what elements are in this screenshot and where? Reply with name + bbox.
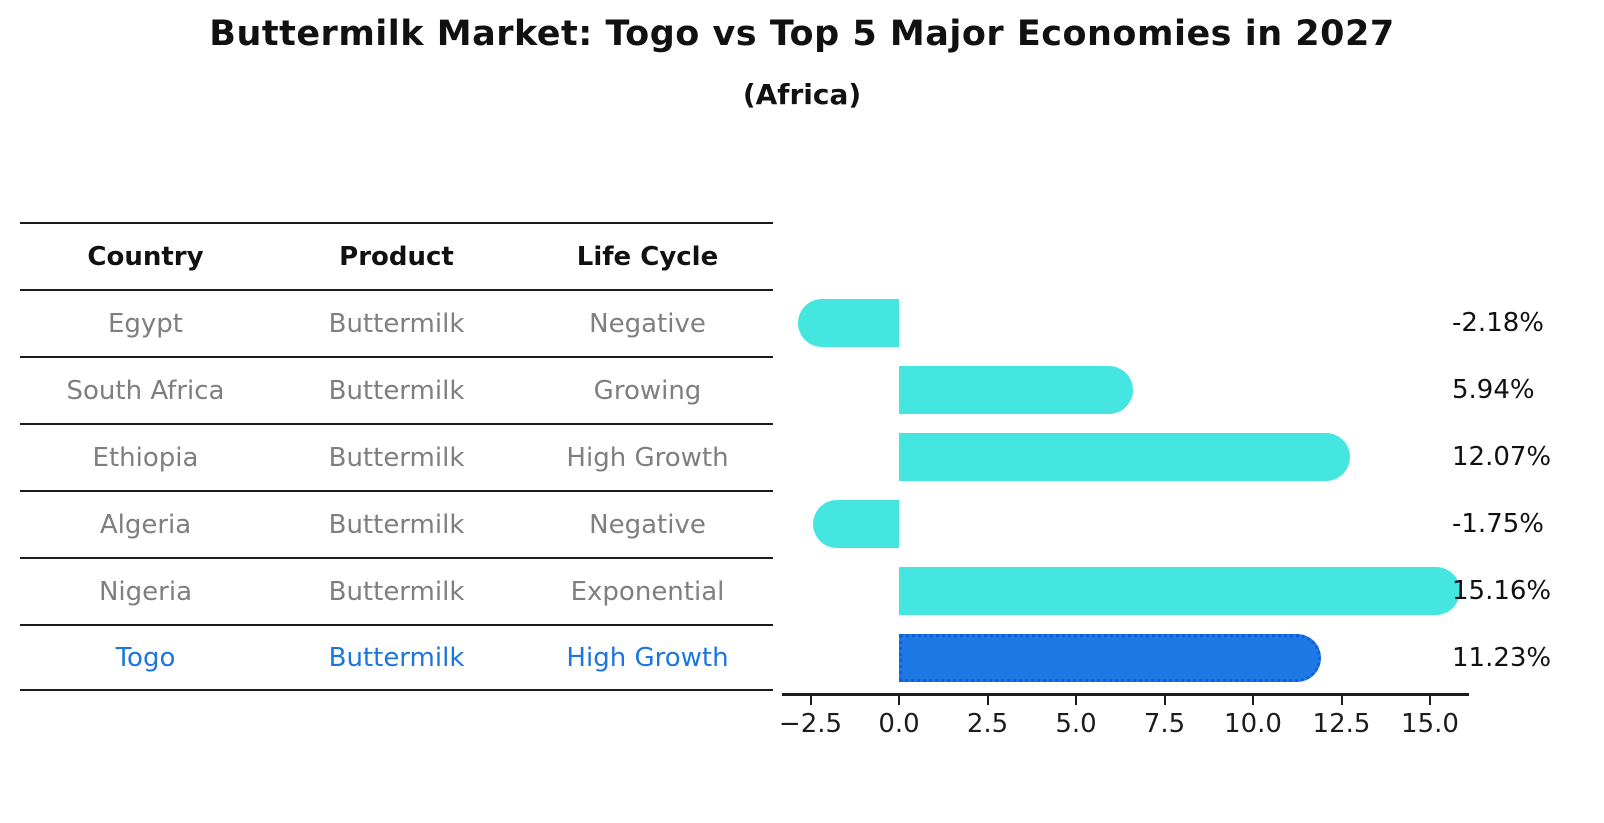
x-axis-tick-label: −2.5 xyxy=(778,709,843,739)
x-axis-tick xyxy=(1075,696,1077,705)
x-axis-tick xyxy=(898,696,900,705)
x-axis-tick-label: 0.0 xyxy=(878,709,920,739)
country-info-table: Country Product Life Cycle Egypt Butterm… xyxy=(20,222,773,691)
x-axis-tick-label: 15.0 xyxy=(1401,709,1459,739)
cell-country: Algeria xyxy=(99,509,192,540)
x-axis-tick-label: 2.5 xyxy=(966,709,1009,739)
x-axis-tick xyxy=(1163,696,1166,705)
x-axis-tick-label: 10.0 xyxy=(1224,709,1282,739)
cell-product: Buttermilk xyxy=(328,308,465,339)
chart-title: Buttermilk Market: Togo vs Top 5 Major E… xyxy=(209,14,1395,54)
bar-value-label-togo: 11.23% xyxy=(1452,642,1552,673)
column-header-product: Product xyxy=(339,241,454,272)
bar-algeria xyxy=(813,499,899,548)
bar-value-label-nigeria: 15.16% xyxy=(1452,575,1552,606)
cell-product: Buttermilk xyxy=(328,509,465,540)
cell-product: Buttermilk xyxy=(328,442,465,473)
table-row-south-africa: South Africa Buttermilk Growing xyxy=(20,356,773,423)
bar-egypt xyxy=(797,298,899,347)
table-header-row: Country Product Life Cycle xyxy=(20,222,773,289)
x-axis-tick xyxy=(809,696,812,705)
x-axis-tick xyxy=(1340,696,1343,705)
cell-country: South Africa xyxy=(66,375,225,406)
bar-value-label-south-africa: 5.94% xyxy=(1452,374,1535,405)
x-axis-tick-label: 12.5 xyxy=(1312,709,1371,739)
bar-south-africa xyxy=(899,365,1134,414)
column-header-life-cycle: Life Cycle xyxy=(576,241,719,272)
cell-life-cycle: High Growth xyxy=(566,642,729,673)
x-axis-tick xyxy=(1429,696,1431,705)
bar-nigeria xyxy=(899,566,1460,615)
bar-value-label-ethiopia: 12.07% xyxy=(1452,441,1552,472)
chart-subtitle: (Africa) xyxy=(742,78,862,111)
table-row-algeria: Algeria Buttermilk Negative xyxy=(20,490,773,557)
bar-value-label-egypt: -2.18% xyxy=(1452,307,1544,338)
table-row-egypt: Egypt Buttermilk Negative xyxy=(20,289,773,356)
cell-country: Ethiopia xyxy=(92,442,199,473)
column-header-country: Country xyxy=(87,241,204,272)
cell-product: Buttermilk xyxy=(328,576,465,607)
x-axis-line xyxy=(782,693,1469,696)
table-row-ethiopia: Ethiopia Buttermilk High Growth xyxy=(20,423,773,490)
cell-product: Buttermilk xyxy=(328,642,465,673)
cell-country: Nigeria xyxy=(98,576,193,607)
cell-country: Egypt xyxy=(107,308,184,339)
cell-life-cycle: Negative xyxy=(589,509,706,540)
bar-ethiopia xyxy=(899,432,1351,481)
bar-value-label-algeria: -1.75% xyxy=(1452,508,1544,539)
cell-life-cycle: Negative xyxy=(589,308,706,339)
table-row-togo: Togo Buttermilk High Growth xyxy=(20,624,773,691)
table-row-nigeria: Nigeria Buttermilk Exponential xyxy=(20,557,773,624)
x-axis-tick xyxy=(986,696,989,705)
bar-togo xyxy=(899,633,1321,682)
cell-life-cycle: Growing xyxy=(593,375,702,406)
x-axis-tick-label: 5.0 xyxy=(1055,709,1097,739)
cell-product: Buttermilk xyxy=(328,375,465,406)
cell-country: Togo xyxy=(115,642,176,673)
x-axis-tick xyxy=(1252,696,1254,705)
x-axis-tick-label: 7.5 xyxy=(1143,709,1186,739)
cell-life-cycle: High Growth xyxy=(566,442,729,473)
cell-life-cycle: Exponential xyxy=(570,576,725,607)
